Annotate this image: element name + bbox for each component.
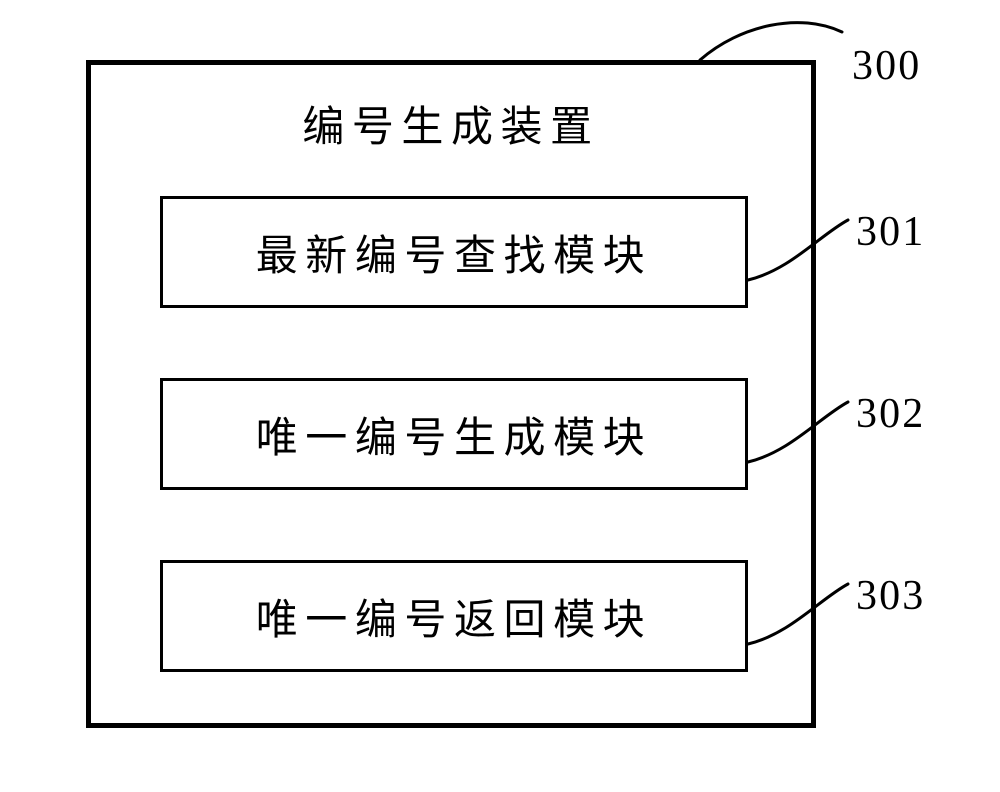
leader-line	[700, 23, 842, 60]
leader-line	[748, 402, 848, 462]
leader-lines-svg	[0, 0, 1000, 792]
diagram-stage: 编号生成装置 最新编号查找模块 唯一编号生成模块 唯一编号返回模块 300 30…	[0, 0, 1000, 792]
leader-line	[748, 220, 848, 280]
leader-line	[748, 584, 848, 644]
